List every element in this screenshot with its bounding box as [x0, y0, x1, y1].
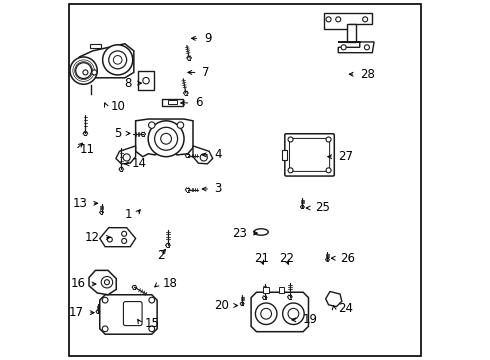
- Polygon shape: [347, 24, 356, 42]
- FancyBboxPatch shape: [290, 138, 330, 171]
- Text: 20: 20: [214, 299, 229, 312]
- Circle shape: [326, 137, 331, 142]
- Circle shape: [161, 134, 171, 144]
- Circle shape: [102, 297, 108, 303]
- Text: 7: 7: [202, 66, 209, 79]
- Text: 12: 12: [85, 231, 100, 244]
- Polygon shape: [338, 42, 374, 53]
- Circle shape: [102, 326, 108, 332]
- Circle shape: [122, 238, 126, 243]
- Polygon shape: [100, 295, 157, 334]
- Text: 19: 19: [302, 313, 318, 327]
- Bar: [90, 44, 101, 48]
- Circle shape: [177, 122, 184, 129]
- Circle shape: [143, 77, 149, 84]
- Polygon shape: [89, 270, 116, 295]
- Text: 3: 3: [215, 183, 222, 195]
- Circle shape: [92, 70, 97, 75]
- FancyBboxPatch shape: [285, 134, 334, 176]
- Polygon shape: [324, 13, 372, 30]
- Text: 15: 15: [145, 317, 159, 330]
- Circle shape: [148, 122, 155, 129]
- Circle shape: [155, 127, 177, 150]
- Circle shape: [109, 51, 126, 69]
- Text: 18: 18: [163, 278, 177, 291]
- Circle shape: [255, 303, 277, 324]
- Text: 11: 11: [80, 143, 95, 156]
- Text: 21: 21: [254, 252, 269, 265]
- Text: 4: 4: [215, 148, 222, 161]
- Text: 9: 9: [204, 32, 211, 45]
- Bar: [263, 287, 269, 293]
- Circle shape: [101, 276, 113, 288]
- Bar: [138, 71, 154, 90]
- Ellipse shape: [254, 229, 269, 235]
- Circle shape: [104, 280, 109, 285]
- Circle shape: [107, 237, 112, 242]
- Circle shape: [148, 121, 184, 157]
- Circle shape: [76, 63, 92, 78]
- Polygon shape: [79, 44, 134, 80]
- Circle shape: [70, 57, 97, 84]
- Circle shape: [288, 309, 299, 319]
- Text: 25: 25: [315, 202, 330, 215]
- Circle shape: [200, 154, 207, 161]
- Text: 22: 22: [279, 252, 294, 265]
- Circle shape: [365, 45, 369, 50]
- Text: 14: 14: [132, 157, 147, 170]
- Text: 13: 13: [73, 197, 87, 210]
- Text: 8: 8: [124, 77, 132, 90]
- Circle shape: [83, 70, 88, 75]
- Text: 26: 26: [340, 252, 355, 265]
- Circle shape: [363, 17, 368, 22]
- Polygon shape: [193, 146, 213, 164]
- Circle shape: [149, 297, 155, 303]
- Text: 16: 16: [71, 278, 85, 291]
- Text: 24: 24: [338, 302, 353, 315]
- Circle shape: [326, 168, 331, 173]
- Circle shape: [261, 309, 271, 319]
- Polygon shape: [100, 228, 136, 247]
- Text: 10: 10: [111, 100, 125, 113]
- Text: 2: 2: [157, 249, 165, 262]
- Bar: [282, 149, 287, 160]
- Text: 17: 17: [69, 306, 84, 319]
- Circle shape: [336, 17, 341, 22]
- Polygon shape: [251, 292, 309, 332]
- Text: 27: 27: [338, 150, 353, 163]
- Polygon shape: [116, 146, 136, 164]
- Circle shape: [122, 231, 126, 236]
- Text: 6: 6: [195, 96, 202, 109]
- FancyBboxPatch shape: [123, 302, 142, 325]
- Circle shape: [283, 303, 304, 324]
- Text: 1: 1: [124, 208, 132, 221]
- Circle shape: [341, 45, 346, 50]
- Bar: [168, 100, 177, 104]
- Text: 5: 5: [114, 127, 122, 140]
- Text: 23: 23: [232, 226, 247, 239]
- Circle shape: [123, 154, 130, 161]
- Circle shape: [288, 137, 293, 142]
- Circle shape: [102, 45, 133, 75]
- Circle shape: [326, 17, 331, 22]
- Bar: [279, 287, 285, 293]
- Circle shape: [113, 55, 122, 64]
- Circle shape: [149, 326, 155, 332]
- Bar: [162, 99, 183, 106]
- Text: 28: 28: [360, 68, 375, 81]
- Polygon shape: [326, 292, 342, 307]
- Circle shape: [288, 168, 293, 173]
- Polygon shape: [136, 119, 193, 157]
